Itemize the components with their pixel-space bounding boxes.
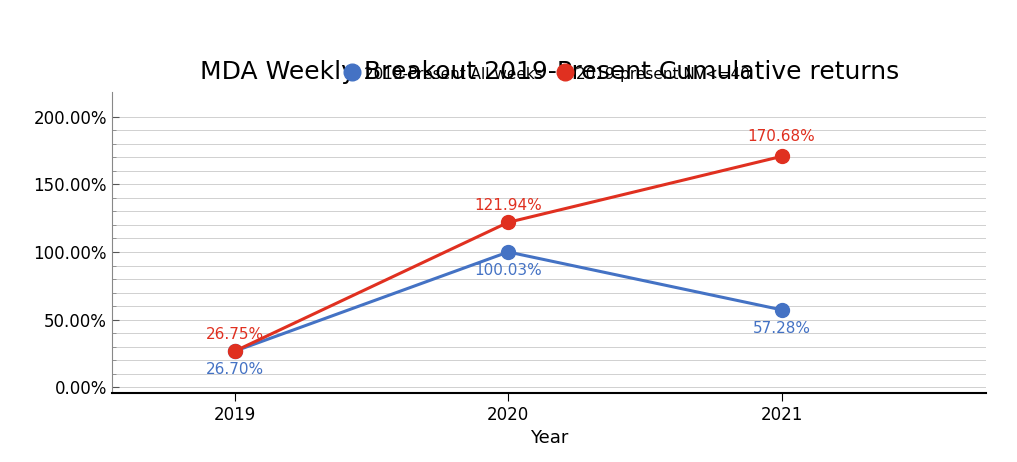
Text: 57.28%: 57.28% <box>753 321 811 335</box>
2019-present NV<=40 <box>502 219 515 225</box>
2019-present NV<=40 <box>229 348 241 354</box>
Line: 2019-Present All weeks: 2019-Present All weeks <box>228 245 788 358</box>
2019-Present All weeks <box>502 249 515 255</box>
2019-Present All weeks <box>775 307 787 313</box>
2019-present NV<=40 <box>775 154 787 159</box>
Line: 2019-present NV<=40: 2019-present NV<=40 <box>228 150 788 358</box>
Text: 26.70%: 26.70% <box>205 362 264 377</box>
Title: MDA Weekly Breakout 2019-Present Cumulative returns: MDA Weekly Breakout 2019-Present Cumulat… <box>199 60 899 84</box>
Text: 100.03%: 100.03% <box>474 263 542 278</box>
Text: 26.75%: 26.75% <box>205 327 264 341</box>
X-axis label: Year: Year <box>530 430 569 448</box>
Text: 170.68%: 170.68% <box>747 129 816 144</box>
Legend: 2019-Present All weeks, 2019-present NV<=40: 2019-Present All weeks, 2019-present NV<… <box>344 61 755 86</box>
2019-Present All weeks <box>229 348 241 354</box>
Text: 121.94%: 121.94% <box>474 198 542 213</box>
